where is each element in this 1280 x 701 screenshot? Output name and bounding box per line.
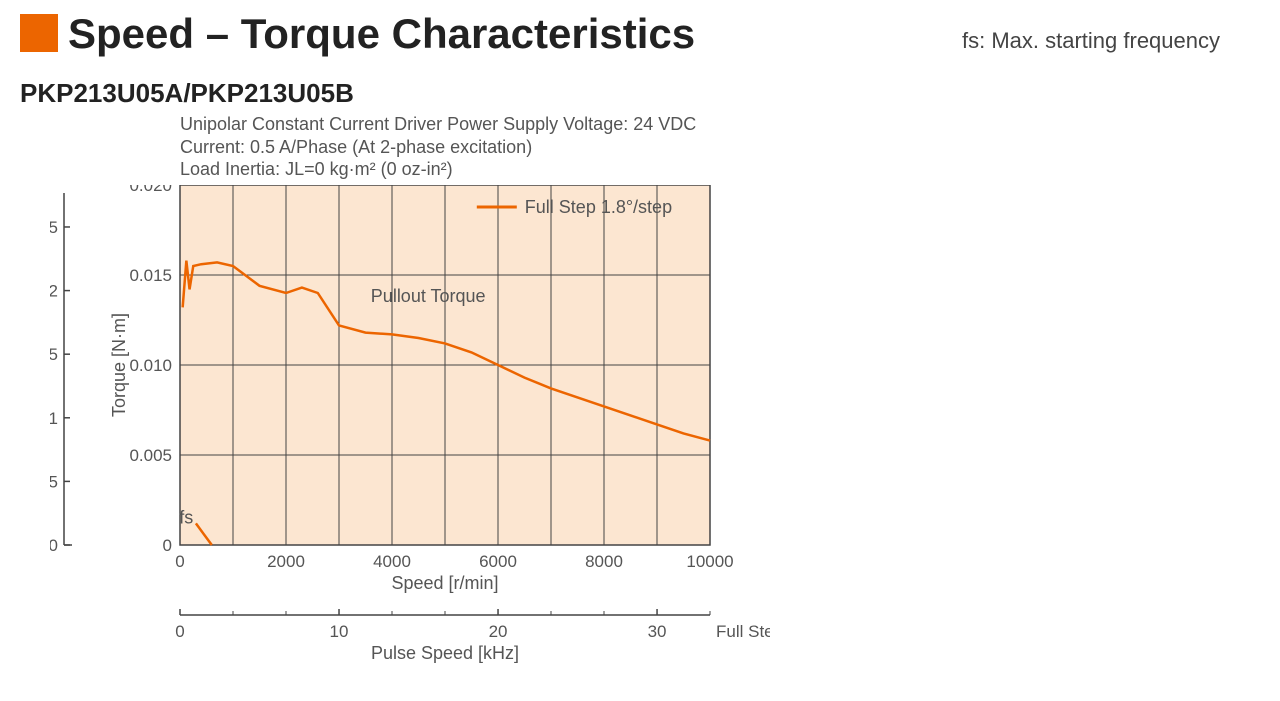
chart-conditions: Unipolar Constant Current Driver Power S…: [180, 113, 1260, 181]
x1-tick: 0: [175, 552, 184, 571]
y1-tick: 1: [50, 408, 58, 427]
y1-tick: 1.5: [50, 345, 58, 364]
legend-label: Full Step 1.8°/step: [525, 197, 672, 217]
header: Speed – Torque Characteristics fs: Max. …: [20, 10, 1260, 58]
x2-suffix: Full Step: [716, 622, 770, 641]
title-bullet-icon: [20, 14, 58, 52]
x2-axis-label: Pulse Speed [kHz]: [371, 643, 519, 663]
x2-tick: 10: [330, 622, 349, 641]
y1-tick: 2: [50, 281, 58, 300]
pullout-label: Pullout Torque: [371, 286, 486, 306]
x1-tick: 6000: [479, 552, 517, 571]
x1-axis-label: Speed [r/min]: [391, 573, 498, 593]
x2-tick: 0: [175, 622, 184, 641]
x1-tick: 4000: [373, 552, 411, 571]
y1-tick: 2.5: [50, 217, 58, 236]
x1-tick: 2000: [267, 552, 305, 571]
y2-tick: 0.020: [129, 185, 172, 195]
y2-tick: 0.015: [129, 266, 172, 285]
meta-line-2: Current: 0.5 A/Phase (At 2-phase excitat…: [180, 136, 1260, 159]
x2-tick: 30: [648, 622, 667, 641]
y2-tick: 0.005: [129, 446, 172, 465]
model-number: PKP213U05A/PKP213U05B: [20, 78, 1260, 109]
y2-tick: 0: [163, 536, 172, 555]
x1-tick: 10000: [686, 552, 733, 571]
fs-marker: fs: [179, 507, 193, 527]
y2-axis-label: Torque [N·m]: [109, 312, 129, 416]
y1-tick: 0: [50, 536, 58, 555]
meta-line-1: Unipolar Constant Current Driver Power S…: [180, 113, 1260, 136]
y1-tick: 0.5: [50, 472, 58, 491]
meta-line-3: Load Inertia: JL=0 kg·m² (0 oz-in²): [180, 158, 1260, 181]
chart-svg: Full Step 1.8°/step Pullout Torque fs 0 0.00…: [50, 185, 770, 665]
torque-speed-chart: Full Step 1.8°/step Pullout Torque fs 0 0.00…: [50, 185, 770, 665]
page-title: Speed – Torque Characteristics: [68, 10, 695, 58]
x2-tick: 20: [489, 622, 508, 641]
y2-tick: 0.010: [129, 356, 172, 375]
x1-tick: 8000: [585, 552, 623, 571]
fs-definition: fs: Max. starting frequency: [962, 28, 1220, 54]
